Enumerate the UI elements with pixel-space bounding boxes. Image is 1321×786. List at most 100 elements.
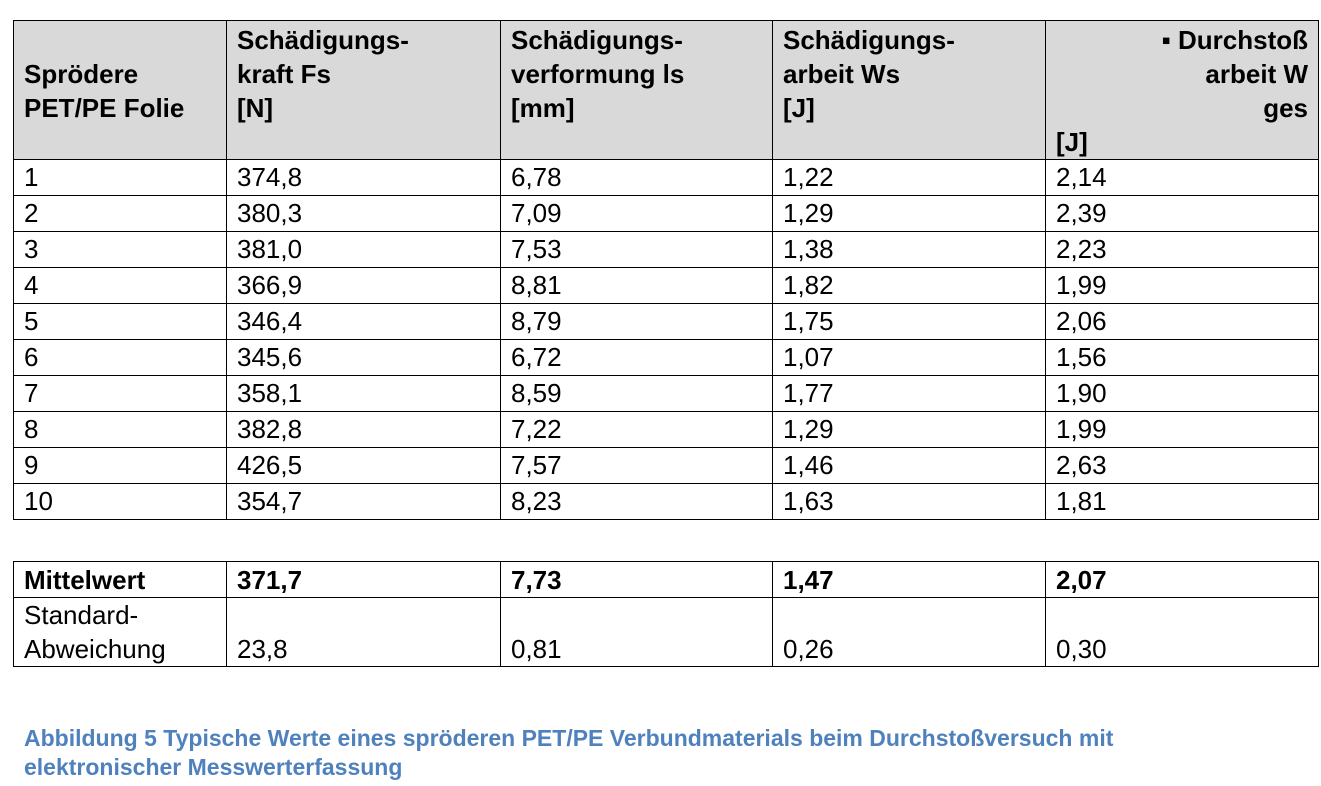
header-text: ▪ Durchstoß (1161, 25, 1308, 55)
table-cell: 5 (13, 303, 227, 340)
summary-cell: 7,73 (500, 561, 773, 598)
header-text: Sprödere (24, 59, 139, 89)
table-cell: 1,63 (772, 483, 1046, 520)
header-text: [mm] (511, 93, 575, 123)
table-cell: 8,23 (500, 483, 773, 520)
table-cell: 6,78 (500, 159, 773, 196)
table-cell: 8,59 (500, 375, 773, 412)
summary-text: Abweichung (24, 634, 166, 664)
summary-text: 0,30 (1056, 634, 1107, 664)
table-cell: 1,99 (1045, 267, 1319, 304)
caption-line: elektronischer Messwerterfassung (24, 754, 403, 780)
table-cell: 6 (13, 339, 227, 376)
table-cell: 2,39 (1045, 195, 1319, 232)
table-cell: 1,38 (772, 231, 1046, 268)
summary-cell: 23,8 (226, 597, 501, 667)
table-cell: 1,22 (772, 159, 1046, 196)
summary-cell: 0,81 (500, 597, 773, 667)
summary-text: 23,8 (237, 634, 288, 664)
table-cell: 1,81 (1045, 483, 1319, 520)
table-cell: 1 (13, 159, 227, 196)
header-row: Sprödere PET/PE Folie Schädigungs-kraft Fs… (13, 20, 1319, 160)
table-row: 5 346,4 8,79 1,75 2,06 (13, 303, 1319, 340)
table-cell: 1,29 (772, 411, 1046, 448)
header-text: Schädigungs- (783, 25, 955, 55)
table-cell: 358,1 (226, 375, 501, 412)
table-cell: 381,0 (226, 231, 501, 268)
table-cell: 2,23 (1045, 231, 1319, 268)
table-cell: 7 (13, 375, 227, 412)
summary-text: 0,26 (783, 634, 834, 664)
table-cell: 1,99 (1045, 411, 1319, 448)
table-cell: 2,63 (1045, 447, 1319, 484)
table-cell: 7,22 (500, 411, 773, 448)
table-cell: 1,29 (772, 195, 1046, 232)
header-cell: Schädigungs-kraft Fs [N] (226, 20, 501, 160)
table-row: 8 382,8 7,22 1,29 1,99 (13, 411, 1319, 448)
header-text: arbeit W (1205, 59, 1308, 89)
table-cell: 354,7 (226, 483, 501, 520)
table-cell: 1,82 (772, 267, 1046, 304)
header-text: PET/PE Folie (24, 93, 185, 123)
table-cell: 1,56 (1045, 339, 1319, 376)
summary-text: Standard- (24, 600, 139, 630)
summary-table: Mittelwert 371,7 7,73 1,47 2,07 Standard- Abwe… (13, 561, 1319, 667)
summary-text: 0,81 (511, 634, 562, 664)
table-cell: 2,06 (1045, 303, 1319, 340)
table-cell: 8,81 (500, 267, 773, 304)
table-cell: 6,72 (500, 339, 773, 376)
table-row: 7 358,1 8,59 1,77 1,90 (13, 375, 1319, 412)
table-cell: 426,5 (226, 447, 501, 484)
table-cell: 2 (13, 195, 227, 232)
table-row: 4 366,9 8,81 1,82 1,99 (13, 267, 1319, 304)
table-cell: 345,6 (226, 339, 501, 376)
table-body: 1 374,8 6,78 1,22 2,14 2 380,3 7,09 1,29 2,39 3 381… (13, 159, 1319, 520)
summary-cell: 1,47 (772, 561, 1046, 598)
caption-line: Abbildung 5 Typische Werte eines spröder… (24, 725, 1114, 751)
table-cell: 7,57 (500, 447, 773, 484)
header-text: ges (1263, 93, 1308, 123)
table-header: Sprödere PET/PE Folie Schädigungs-kraft Fs… (13, 20, 1319, 160)
summary-cell: 0,30 (1045, 597, 1319, 667)
summary-cell: Standard- Abweichung (13, 597, 227, 667)
table-cell: 7,53 (500, 231, 773, 268)
table-cell: 1,07 (772, 339, 1046, 376)
table-cell: 380,3 (226, 195, 501, 232)
header-cell: Sprödere PET/PE Folie (13, 20, 227, 160)
table-cell: 1,75 (772, 303, 1046, 340)
header-cell: Schädigungs-verformung ls [mm] (500, 20, 773, 160)
table-cell: 8,79 (500, 303, 773, 340)
table-row: 10 354,7 8,23 1,63 1,81 (13, 483, 1319, 520)
table-row: 9 426,5 7,57 1,46 2,63 (13, 447, 1319, 484)
summary-text: 371,7 (237, 565, 303, 595)
table-cell: 9 (13, 447, 227, 484)
summary-cell: 371,7 (226, 561, 501, 598)
summary-body: Mittelwert 371,7 7,73 1,47 2,07 Standard- Abwe… (13, 561, 1319, 667)
table-row: 3 381,0 7,53 1,38 2,23 (13, 231, 1319, 268)
table-cell: 1,77 (772, 375, 1046, 412)
summary-text: 7,73 (511, 565, 562, 595)
data-table: Sprödere PET/PE Folie Schädigungs-kraft Fs… (13, 20, 1319, 520)
summary-row: Standard- Abweichung 23,8 0,81 0,26 0,30 (13, 597, 1319, 667)
header-text: [N] (237, 93, 274, 123)
header-cell: Schädigungs-arbeit Ws [J] (772, 20, 1046, 160)
table-row: 6 345,6 6,72 1,07 1,56 (13, 339, 1319, 376)
table-cell: 10 (13, 483, 227, 520)
summary-text: 1,47 (783, 565, 834, 595)
summary-cell: Mittelwert (13, 561, 227, 598)
header-text: verformung ls (511, 59, 685, 89)
caption: Abbildung 5 Typische Werte eines spröder… (24, 724, 1113, 782)
table-cell: 1,46 (772, 447, 1046, 484)
header-text: kraft Fs (237, 59, 331, 89)
table-cell: 346,4 (226, 303, 501, 340)
summary-text: 2,07 (1056, 565, 1107, 595)
header-text: arbeit Ws (783, 59, 901, 89)
table-cell: 366,9 (226, 267, 501, 304)
header-cell: ▪ Durchstoß arbeit W ges [J] (1045, 20, 1319, 160)
summary-cell: 0,26 (772, 597, 1046, 667)
table-row: 1 374,8 6,78 1,22 2,14 (13, 159, 1319, 196)
table-cell: 8 (13, 411, 227, 448)
header-text: [J] (783, 93, 815, 123)
table-cell: 3 (13, 231, 227, 268)
